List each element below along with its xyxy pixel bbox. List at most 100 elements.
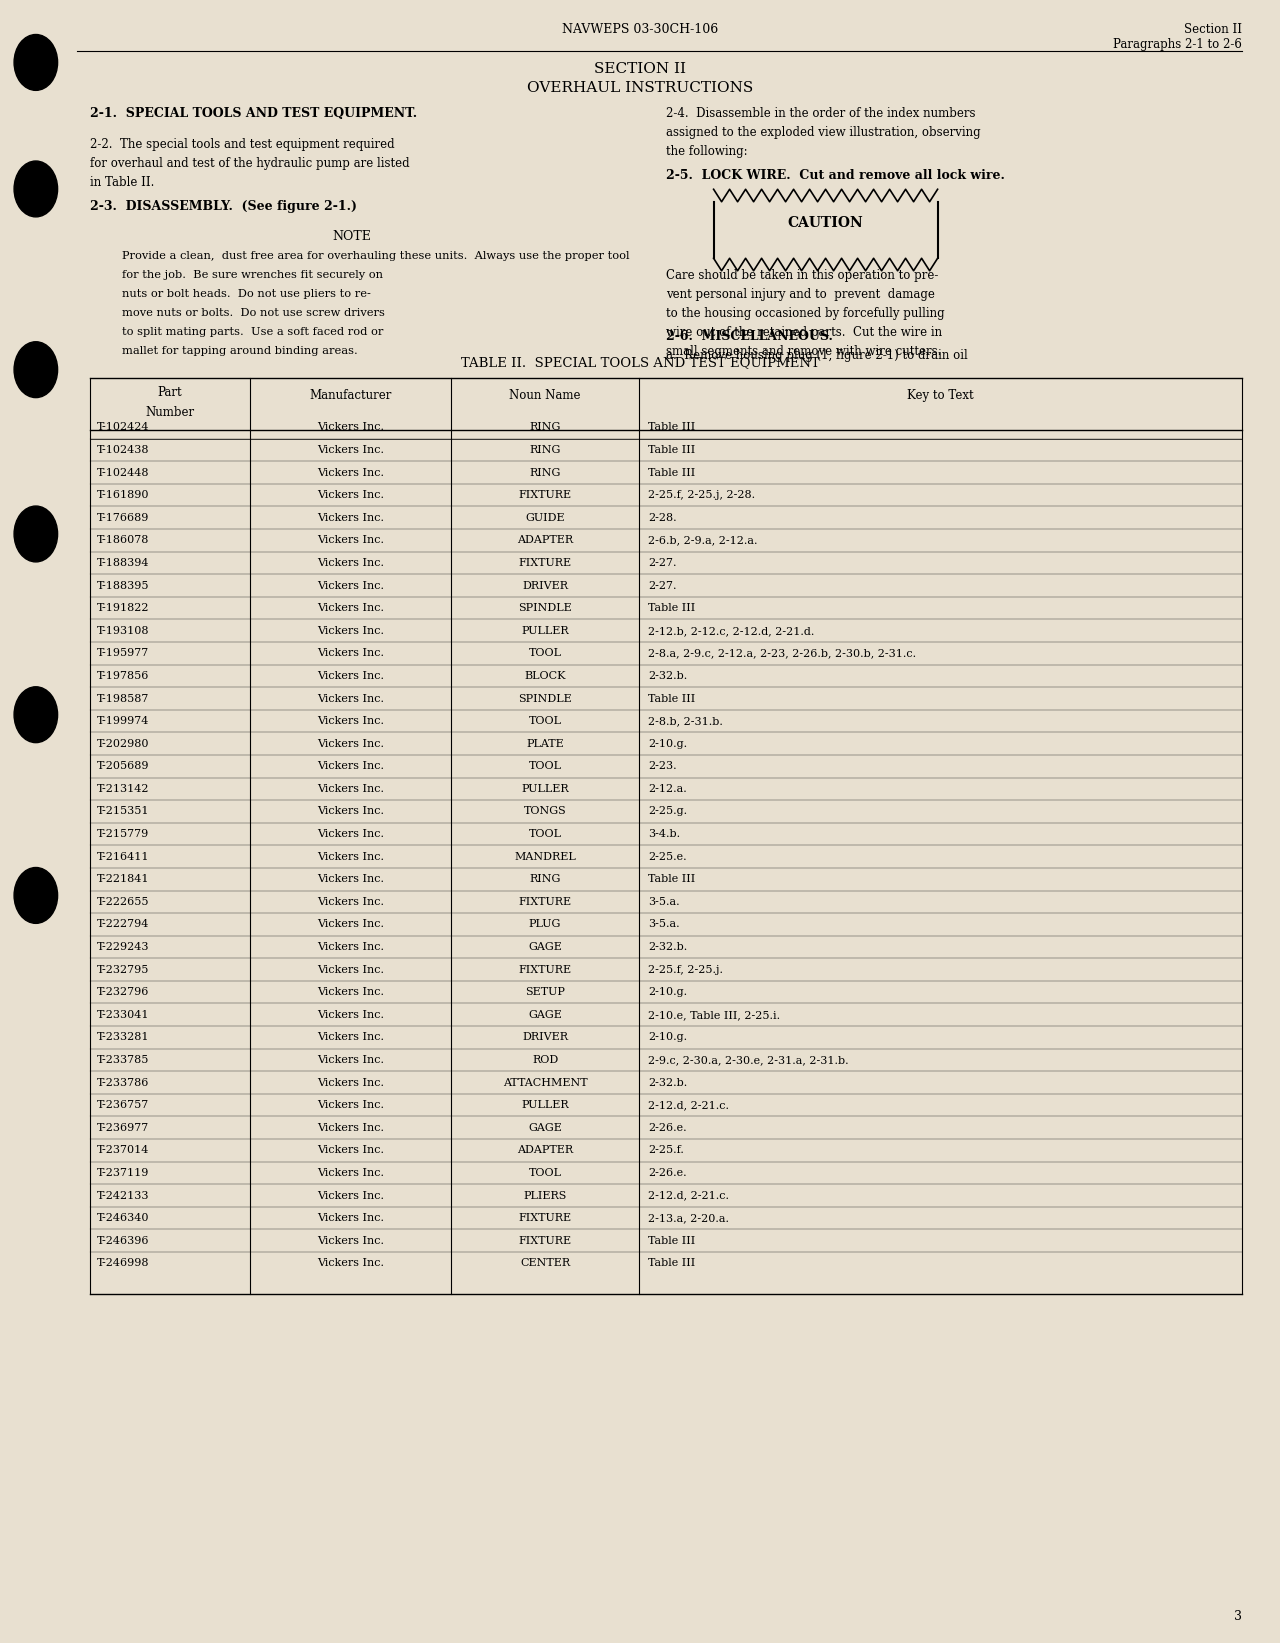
Text: 3: 3 bbox=[1234, 1610, 1242, 1623]
Text: Vickers Inc.: Vickers Inc. bbox=[317, 964, 384, 974]
Text: 2-28.: 2-28. bbox=[648, 513, 676, 522]
Text: 2-5.  LOCK WIRE.  Cut and remove all lock wire.: 2-5. LOCK WIRE. Cut and remove all lock … bbox=[666, 169, 1005, 182]
Text: FIXTURE: FIXTURE bbox=[518, 964, 572, 974]
Text: nuts or bolt heads.  Do not use pliers to re-: nuts or bolt heads. Do not use pliers to… bbox=[122, 289, 370, 299]
Text: T-191822: T-191822 bbox=[97, 603, 150, 613]
Text: T-237119: T-237119 bbox=[97, 1168, 150, 1178]
Text: Vickers Inc.: Vickers Inc. bbox=[317, 920, 384, 930]
Text: ROD: ROD bbox=[532, 1055, 558, 1065]
Text: for overhaul and test of the hydraulic pump are listed: for overhaul and test of the hydraulic p… bbox=[90, 156, 410, 169]
Text: T-232796: T-232796 bbox=[97, 987, 150, 997]
Text: T-236977: T-236977 bbox=[97, 1122, 150, 1132]
Text: TOOL: TOOL bbox=[529, 649, 562, 659]
Text: PULLER: PULLER bbox=[521, 1101, 568, 1111]
Text: 2-23.: 2-23. bbox=[648, 761, 676, 771]
Circle shape bbox=[14, 687, 58, 743]
Text: Vickers Inc.: Vickers Inc. bbox=[317, 1055, 384, 1065]
Text: Vickers Inc.: Vickers Inc. bbox=[317, 874, 384, 884]
Text: 2-25.f, 2-25.j, 2-28.: 2-25.f, 2-25.j, 2-28. bbox=[648, 490, 755, 499]
Text: Vickers Inc.: Vickers Inc. bbox=[317, 626, 384, 636]
Text: Manufacturer: Manufacturer bbox=[310, 389, 392, 403]
Text: vent personal injury and to  prevent  damage: vent personal injury and to prevent dama… bbox=[666, 288, 934, 301]
Text: NAVWEPS 03-30CH-106: NAVWEPS 03-30CH-106 bbox=[562, 23, 718, 36]
Text: 2-10.g.: 2-10.g. bbox=[648, 739, 687, 749]
Text: Vickers Inc.: Vickers Inc. bbox=[317, 1168, 384, 1178]
Text: Vickers Inc.: Vickers Inc. bbox=[317, 580, 384, 590]
Text: T-213142: T-213142 bbox=[97, 784, 150, 794]
Text: 2-25.f.: 2-25.f. bbox=[648, 1145, 684, 1155]
Text: Vickers Inc.: Vickers Inc. bbox=[317, 739, 384, 749]
Text: PLATE: PLATE bbox=[526, 739, 564, 749]
Text: Vickers Inc.: Vickers Inc. bbox=[317, 1213, 384, 1222]
Text: MANDREL: MANDREL bbox=[515, 851, 576, 861]
Text: FIXTURE: FIXTURE bbox=[518, 559, 572, 568]
Text: Vickers Inc.: Vickers Inc. bbox=[317, 941, 384, 951]
Text: a.  Remove housing plug (1, figure 2-1) to drain oil: a. Remove housing plug (1, figure 2-1) t… bbox=[666, 348, 968, 361]
Text: 2-32.b.: 2-32.b. bbox=[648, 941, 687, 951]
Text: T-222794: T-222794 bbox=[97, 920, 150, 930]
Text: T-102448: T-102448 bbox=[97, 468, 150, 478]
Text: ATTACHMENT: ATTACHMENT bbox=[503, 1078, 588, 1088]
Text: T-215351: T-215351 bbox=[97, 807, 150, 817]
Text: ADAPTER: ADAPTER bbox=[517, 1145, 573, 1155]
Text: 2-6.b, 2-9.a, 2-12.a.: 2-6.b, 2-9.a, 2-12.a. bbox=[648, 536, 758, 545]
Text: T-188395: T-188395 bbox=[97, 580, 150, 590]
Text: Vickers Inc.: Vickers Inc. bbox=[317, 649, 384, 659]
Text: T-222655: T-222655 bbox=[97, 897, 150, 907]
Text: T-237014: T-237014 bbox=[97, 1145, 150, 1155]
Text: Table III: Table III bbox=[648, 468, 695, 478]
Text: Vickers Inc.: Vickers Inc. bbox=[317, 445, 384, 455]
Text: 2-26.e.: 2-26.e. bbox=[648, 1122, 686, 1132]
Text: SPINDLE: SPINDLE bbox=[518, 603, 572, 613]
Text: 2-8.b, 2-31.b.: 2-8.b, 2-31.b. bbox=[648, 716, 723, 726]
Text: T-232795: T-232795 bbox=[97, 964, 150, 974]
Text: wire out of the retained parts.  Cut the wire in: wire out of the retained parts. Cut the … bbox=[666, 325, 942, 338]
Text: TOOL: TOOL bbox=[529, 830, 562, 840]
Text: PULLER: PULLER bbox=[521, 784, 568, 794]
Circle shape bbox=[14, 342, 58, 398]
Text: T-233041: T-233041 bbox=[97, 1010, 150, 1020]
Text: 2-2.  The special tools and test equipment required: 2-2. The special tools and test equipmen… bbox=[90, 138, 394, 151]
Text: 2-13.a, 2-20.a.: 2-13.a, 2-20.a. bbox=[648, 1213, 728, 1222]
Text: Vickers Inc.: Vickers Inc. bbox=[317, 1078, 384, 1088]
Text: 2-27.: 2-27. bbox=[648, 559, 676, 568]
Text: Vickers Inc.: Vickers Inc. bbox=[317, 1101, 384, 1111]
Text: Vickers Inc.: Vickers Inc. bbox=[317, 1191, 384, 1201]
Text: TOOL: TOOL bbox=[529, 761, 562, 771]
Text: T-236757: T-236757 bbox=[97, 1101, 150, 1111]
Text: TOOL: TOOL bbox=[529, 716, 562, 726]
Text: Vickers Inc.: Vickers Inc. bbox=[317, 1145, 384, 1155]
Text: Part: Part bbox=[157, 386, 182, 399]
Text: FIXTURE: FIXTURE bbox=[518, 897, 572, 907]
Text: Care should be taken in this operation to pre-: Care should be taken in this operation t… bbox=[666, 269, 938, 283]
Text: T-246998: T-246998 bbox=[97, 1259, 150, 1268]
Text: 3-5.a.: 3-5.a. bbox=[648, 920, 680, 930]
Text: Vickers Inc.: Vickers Inc. bbox=[317, 670, 384, 680]
Text: Vickers Inc.: Vickers Inc. bbox=[317, 784, 384, 794]
Text: 2-10.g.: 2-10.g. bbox=[648, 987, 687, 997]
Text: T-188394: T-188394 bbox=[97, 559, 150, 568]
Text: T-102438: T-102438 bbox=[97, 445, 150, 455]
Text: RING: RING bbox=[530, 422, 561, 432]
Text: 2-10.g.: 2-10.g. bbox=[648, 1032, 687, 1042]
Text: GAGE: GAGE bbox=[529, 941, 562, 951]
Text: DRIVER: DRIVER bbox=[522, 580, 568, 590]
Text: Vickers Inc.: Vickers Inc. bbox=[317, 830, 384, 840]
Text: T-198587: T-198587 bbox=[97, 693, 150, 703]
Text: Provide a clean,  dust free area for overhauling these units.  Always use the pr: Provide a clean, dust free area for over… bbox=[122, 251, 628, 261]
Text: Vickers Inc.: Vickers Inc. bbox=[317, 1259, 384, 1268]
Text: Vickers Inc.: Vickers Inc. bbox=[317, 536, 384, 545]
Text: T-233281: T-233281 bbox=[97, 1032, 150, 1042]
Text: T-176689: T-176689 bbox=[97, 513, 150, 522]
Text: Vickers Inc.: Vickers Inc. bbox=[317, 807, 384, 817]
Text: 3-5.a.: 3-5.a. bbox=[648, 897, 680, 907]
Text: BLOCK: BLOCK bbox=[525, 670, 566, 680]
Text: Vickers Inc.: Vickers Inc. bbox=[317, 987, 384, 997]
Text: 2-12.a.: 2-12.a. bbox=[648, 784, 686, 794]
Text: T-229243: T-229243 bbox=[97, 941, 150, 951]
Text: T-233785: T-233785 bbox=[97, 1055, 150, 1065]
Text: DRIVER: DRIVER bbox=[522, 1032, 568, 1042]
Text: FIXTURE: FIXTURE bbox=[518, 490, 572, 499]
Text: T-221841: T-221841 bbox=[97, 874, 150, 884]
Text: RING: RING bbox=[530, 468, 561, 478]
